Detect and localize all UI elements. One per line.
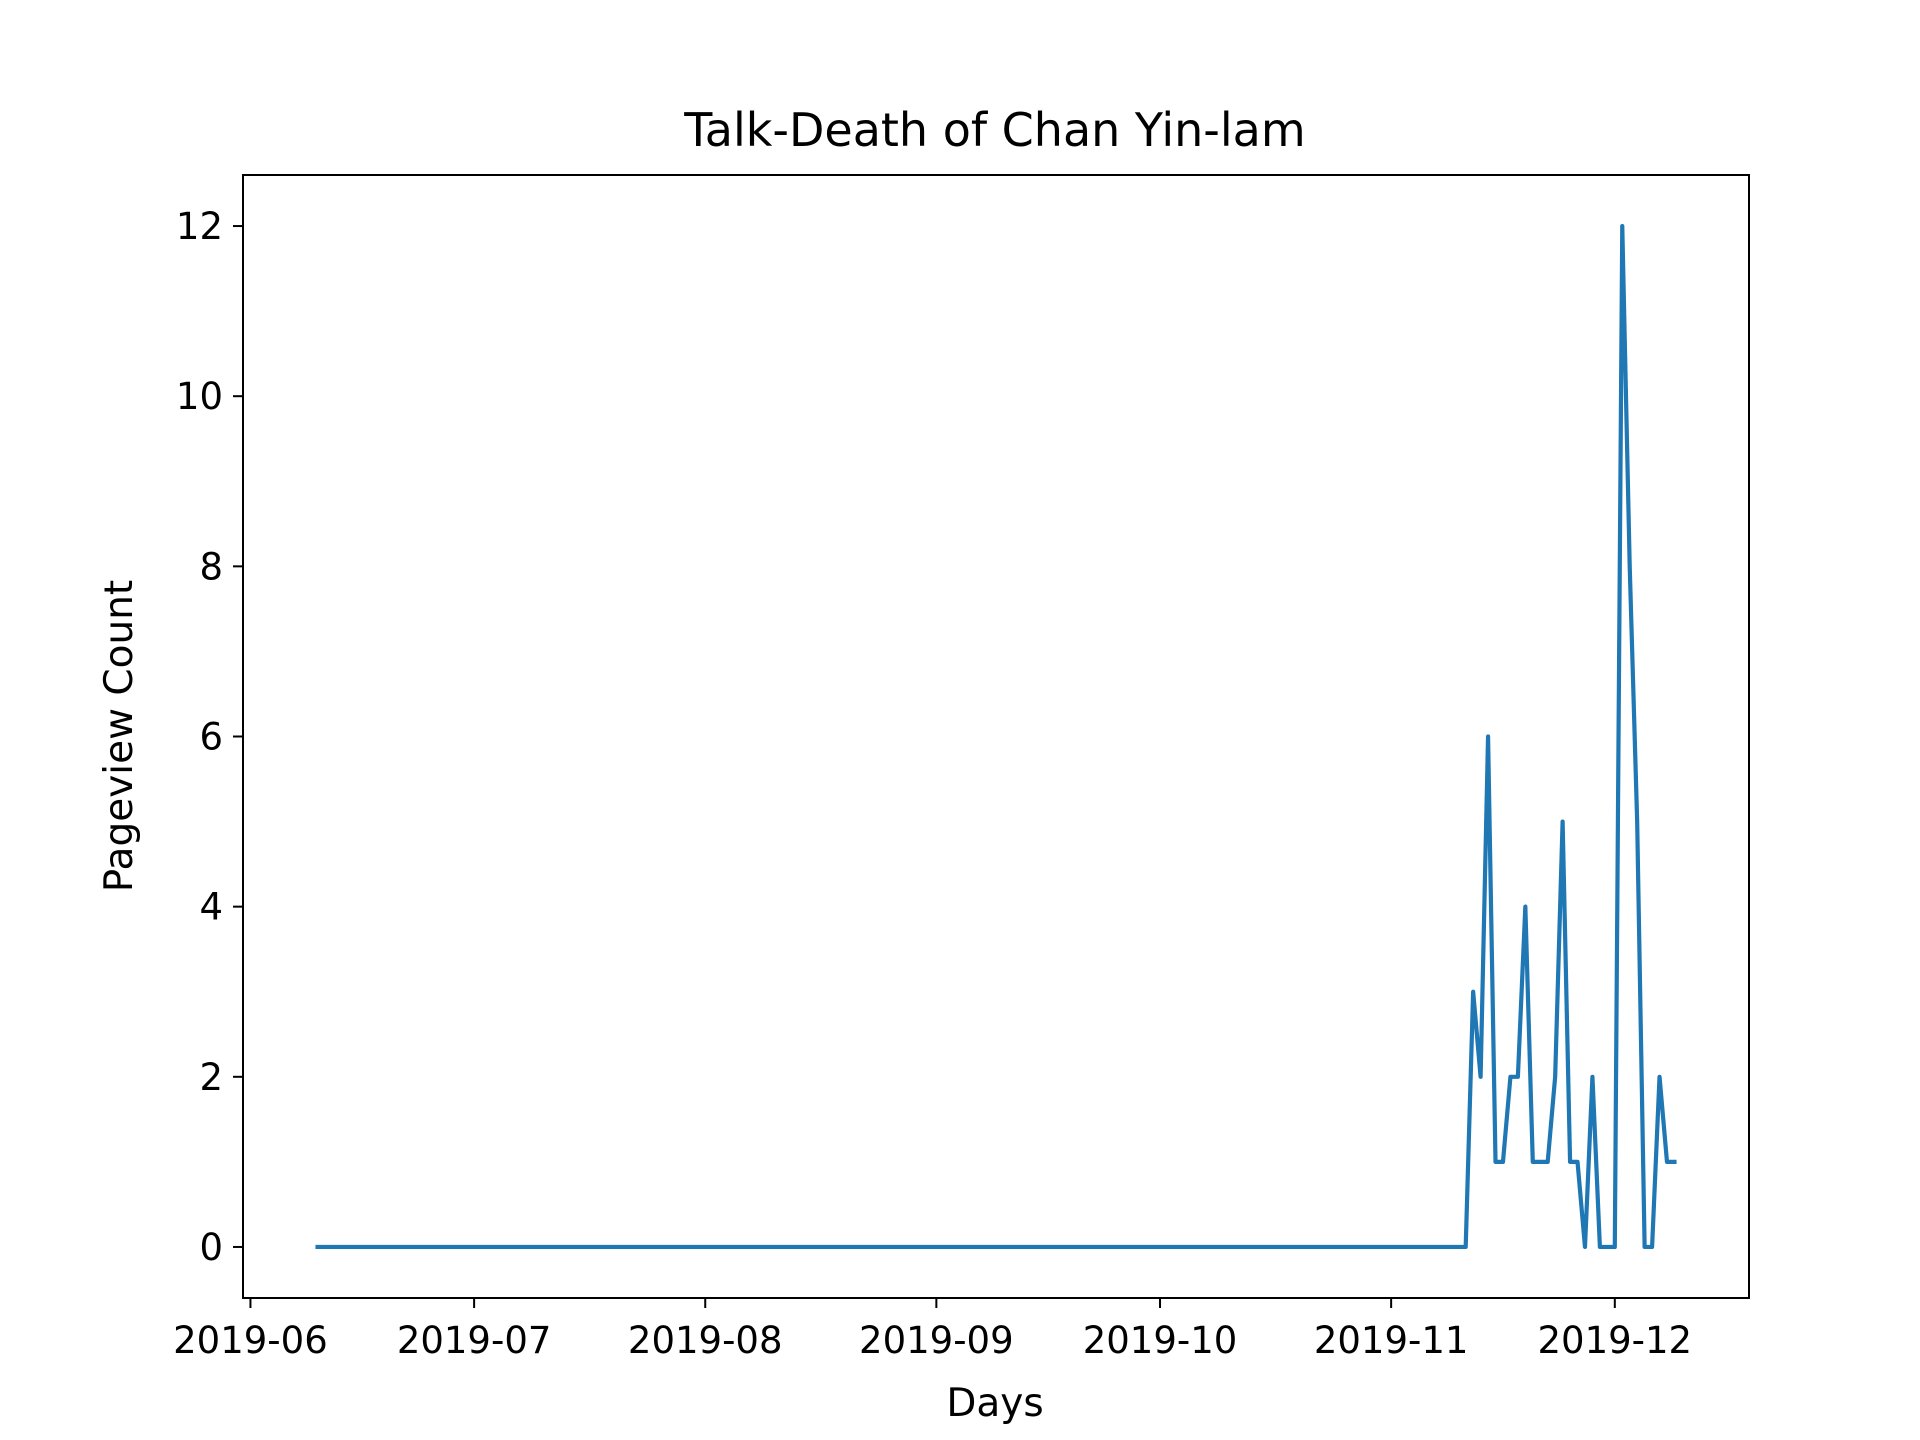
x-tick-label: 2019-11 bbox=[1314, 1319, 1469, 1362]
y-tick-label: 0 bbox=[199, 1226, 223, 1269]
x-tick-label: 2019-06 bbox=[173, 1319, 328, 1362]
x-axis-label: Days bbox=[946, 1381, 1043, 1426]
x-tick-label: 2019-10 bbox=[1083, 1319, 1238, 1362]
x-tick-label: 2019-08 bbox=[628, 1319, 783, 1362]
chart-title: Talk-Death of Chan Yin-lam bbox=[683, 103, 1305, 157]
axes: 2019-06 2019-07 2019-08 2019-09 2019-10 2019-… bbox=[173, 174, 1750, 1362]
series-line bbox=[315, 223, 1677, 1250]
y-tick-label: 10 bbox=[176, 375, 223, 418]
x-tick-label: 2019-07 bbox=[397, 1319, 552, 1362]
y-tick-label: 4 bbox=[199, 886, 223, 929]
x-tick-label: 2019-09 bbox=[859, 1319, 1014, 1362]
y-tick-label: 8 bbox=[199, 545, 223, 588]
y-axis-label: Pageview Count bbox=[97, 580, 142, 892]
x-tick-label: 2019-12 bbox=[1537, 1319, 1692, 1362]
y-tick-label: 6 bbox=[199, 716, 223, 759]
y-tick-label: 2 bbox=[199, 1056, 223, 1099]
plot-area bbox=[315, 223, 1677, 1250]
y-tick-label: 12 bbox=[176, 205, 223, 248]
